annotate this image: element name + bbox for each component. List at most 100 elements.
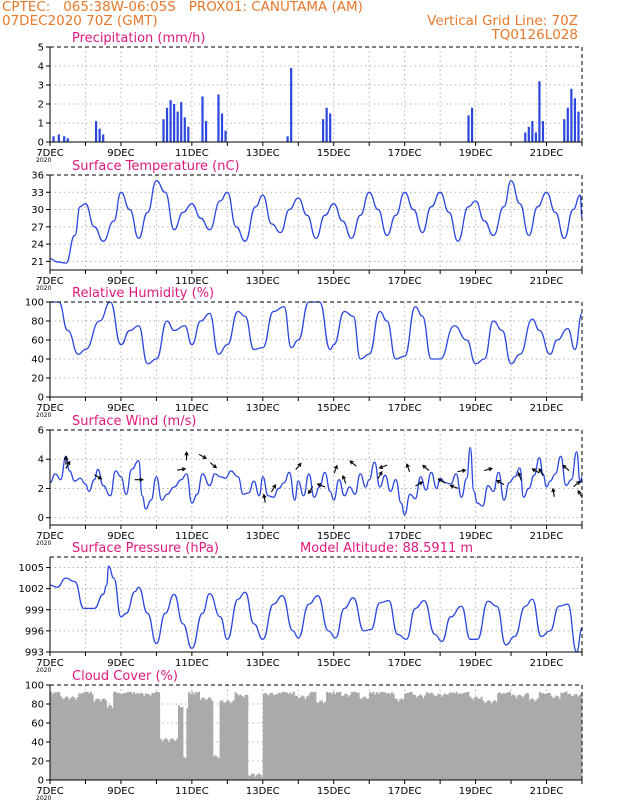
cloud-bar bbox=[395, 699, 398, 780]
x-tick-label: 15DEC bbox=[317, 531, 351, 542]
cloud-bar bbox=[339, 691, 342, 780]
cloud-bar bbox=[325, 691, 329, 780]
cloud-bar bbox=[259, 774, 262, 780]
y-tick-label: 27 bbox=[31, 222, 44, 233]
cloud-bar bbox=[284, 692, 287, 780]
y-tick-label: 0 bbox=[38, 776, 44, 787]
wind-arrow bbox=[415, 481, 424, 487]
cloud-bar bbox=[118, 693, 121, 780]
cloud-bar bbox=[572, 695, 575, 780]
precip-bar bbox=[162, 119, 165, 142]
x-tick-label: 19DEC bbox=[459, 403, 493, 414]
precip-bar bbox=[286, 136, 289, 142]
cloud-bar bbox=[131, 693, 134, 780]
cloud-bar bbox=[577, 696, 580, 780]
cloud-bar bbox=[535, 699, 538, 780]
x-tick-label: 9DEC bbox=[107, 786, 134, 797]
wind-arrow-shaft bbox=[518, 472, 522, 481]
y-tick-label: 80 bbox=[31, 317, 44, 328]
cloud-bar bbox=[457, 694, 460, 780]
panel-title: Surface Pressure (hPa) bbox=[72, 541, 219, 556]
x-tick-label: 19DEC bbox=[459, 276, 493, 287]
cloud-bar bbox=[465, 692, 468, 780]
wind-arrow-shaft bbox=[342, 475, 347, 484]
cloud-bar bbox=[399, 699, 402, 780]
cloud-bar bbox=[414, 695, 417, 780]
wind-arrow-head bbox=[63, 455, 69, 461]
cloud-bar bbox=[251, 773, 254, 780]
cloud-bar bbox=[407, 692, 410, 780]
x-tick-label: 7DEC bbox=[36, 403, 63, 414]
cloud-bar bbox=[473, 697, 476, 780]
precip-bar bbox=[66, 138, 69, 142]
cloud-bar bbox=[262, 693, 265, 780]
wind-arrow-shaft bbox=[198, 453, 207, 459]
cloud-bar bbox=[365, 699, 368, 780]
cloud-bar bbox=[99, 701, 102, 780]
cloud-bar bbox=[279, 693, 282, 780]
cloud-bar bbox=[332, 691, 335, 780]
cloud-bar bbox=[324, 701, 327, 780]
cloud-bar bbox=[345, 694, 348, 780]
cloud-bar bbox=[301, 695, 304, 780]
cloud-bar bbox=[379, 692, 382, 780]
y-tick-label: 996 bbox=[25, 626, 44, 637]
x-tick-label: 15DEC bbox=[317, 276, 351, 287]
wind-arrow bbox=[349, 460, 357, 467]
wind-arrow bbox=[484, 467, 493, 472]
cloud-bar bbox=[161, 741, 164, 780]
wind-arrow bbox=[457, 468, 467, 473]
wind-arrow bbox=[378, 464, 388, 469]
wind-arrow-head bbox=[97, 475, 103, 480]
x-tick-label: 17DEC bbox=[388, 658, 422, 669]
precip-bar bbox=[52, 136, 55, 142]
precip-bar bbox=[169, 100, 172, 142]
wind-arrow bbox=[209, 462, 218, 469]
wind-arrow-head bbox=[316, 483, 322, 488]
y-tick-label: 999 bbox=[25, 605, 44, 616]
wind-arrow bbox=[377, 470, 383, 480]
precip-bar bbox=[173, 104, 176, 142]
x-tick-label: 21DEC bbox=[530, 658, 564, 669]
cloud-bar bbox=[520, 696, 523, 780]
panel-title: Surface Temperature (nC) bbox=[72, 159, 240, 174]
cloud-bar bbox=[191, 691, 194, 780]
wind-arrow-head bbox=[349, 460, 354, 465]
cloud-bar bbox=[394, 698, 397, 780]
cloud-bar bbox=[267, 695, 270, 780]
wind-arrow-shaft bbox=[65, 461, 71, 469]
cloud-bar bbox=[292, 691, 295, 780]
wind-arrow-head bbox=[212, 464, 218, 469]
cloud-bar bbox=[241, 696, 244, 780]
x-tick-label: 7DEC bbox=[36, 148, 63, 159]
cloud-bar bbox=[214, 755, 217, 780]
y-tick-label: 20 bbox=[31, 757, 44, 768]
cloud-bar bbox=[317, 702, 320, 780]
cloud-bar bbox=[216, 756, 219, 780]
cloud-bar bbox=[186, 708, 189, 780]
x-tick-label: 15DEC bbox=[317, 786, 351, 797]
precip-bar bbox=[524, 132, 527, 142]
x-tick-label: 7DEC bbox=[36, 786, 63, 797]
cloud-bar bbox=[480, 696, 483, 780]
cloud-bar bbox=[296, 695, 299, 780]
cloud-bar bbox=[402, 699, 405, 780]
cloud-bar bbox=[545, 693, 548, 780]
cloud-bar bbox=[442, 694, 445, 780]
wind-arrow-head bbox=[297, 462, 302, 468]
cloud-bar bbox=[291, 694, 294, 780]
cloud-bar bbox=[79, 693, 82, 780]
wind-arrow bbox=[94, 474, 103, 480]
cloud-bar bbox=[322, 703, 325, 780]
x-tick-label: 17DEC bbox=[388, 148, 422, 159]
cloud-bar bbox=[362, 696, 365, 780]
cloud-bar bbox=[163, 739, 166, 780]
cloud-bar bbox=[565, 691, 568, 780]
y-tick-label: 2 bbox=[38, 100, 44, 111]
wind-arrow-head bbox=[66, 460, 71, 466]
y-tick-label: 60 bbox=[31, 336, 44, 347]
y-tick-label: 1002 bbox=[19, 584, 44, 595]
cloud-bar bbox=[513, 695, 516, 780]
cloud-bar bbox=[202, 697, 206, 780]
x-tick-label: 9DEC bbox=[107, 276, 134, 287]
